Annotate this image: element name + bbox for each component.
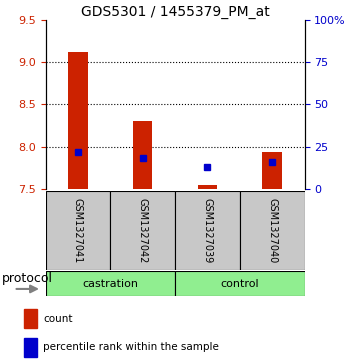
Text: GSM1327042: GSM1327042: [138, 198, 148, 263]
Bar: [46, 191, 110, 270]
Bar: [110, 191, 175, 270]
Bar: [175, 271, 304, 296]
Text: control: control: [220, 278, 259, 289]
Text: count: count: [43, 314, 73, 323]
Text: percentile rank within the sample: percentile rank within the sample: [43, 342, 219, 352]
Text: castration: castration: [82, 278, 138, 289]
Title: GDS5301 / 1455379_PM_at: GDS5301 / 1455379_PM_at: [80, 5, 270, 19]
Bar: [240, 191, 304, 270]
Text: GSM1327039: GSM1327039: [202, 198, 212, 263]
Bar: [175, 191, 240, 270]
Bar: [24, 338, 37, 356]
Text: GSM1327040: GSM1327040: [267, 198, 277, 263]
Bar: [133, 121, 152, 189]
Text: protocol: protocol: [2, 272, 53, 285]
Text: GSM1327041: GSM1327041: [73, 198, 83, 263]
Bar: [198, 184, 217, 189]
Bar: [262, 152, 282, 189]
Bar: [68, 52, 88, 189]
Bar: [24, 309, 37, 328]
Bar: [46, 271, 175, 296]
